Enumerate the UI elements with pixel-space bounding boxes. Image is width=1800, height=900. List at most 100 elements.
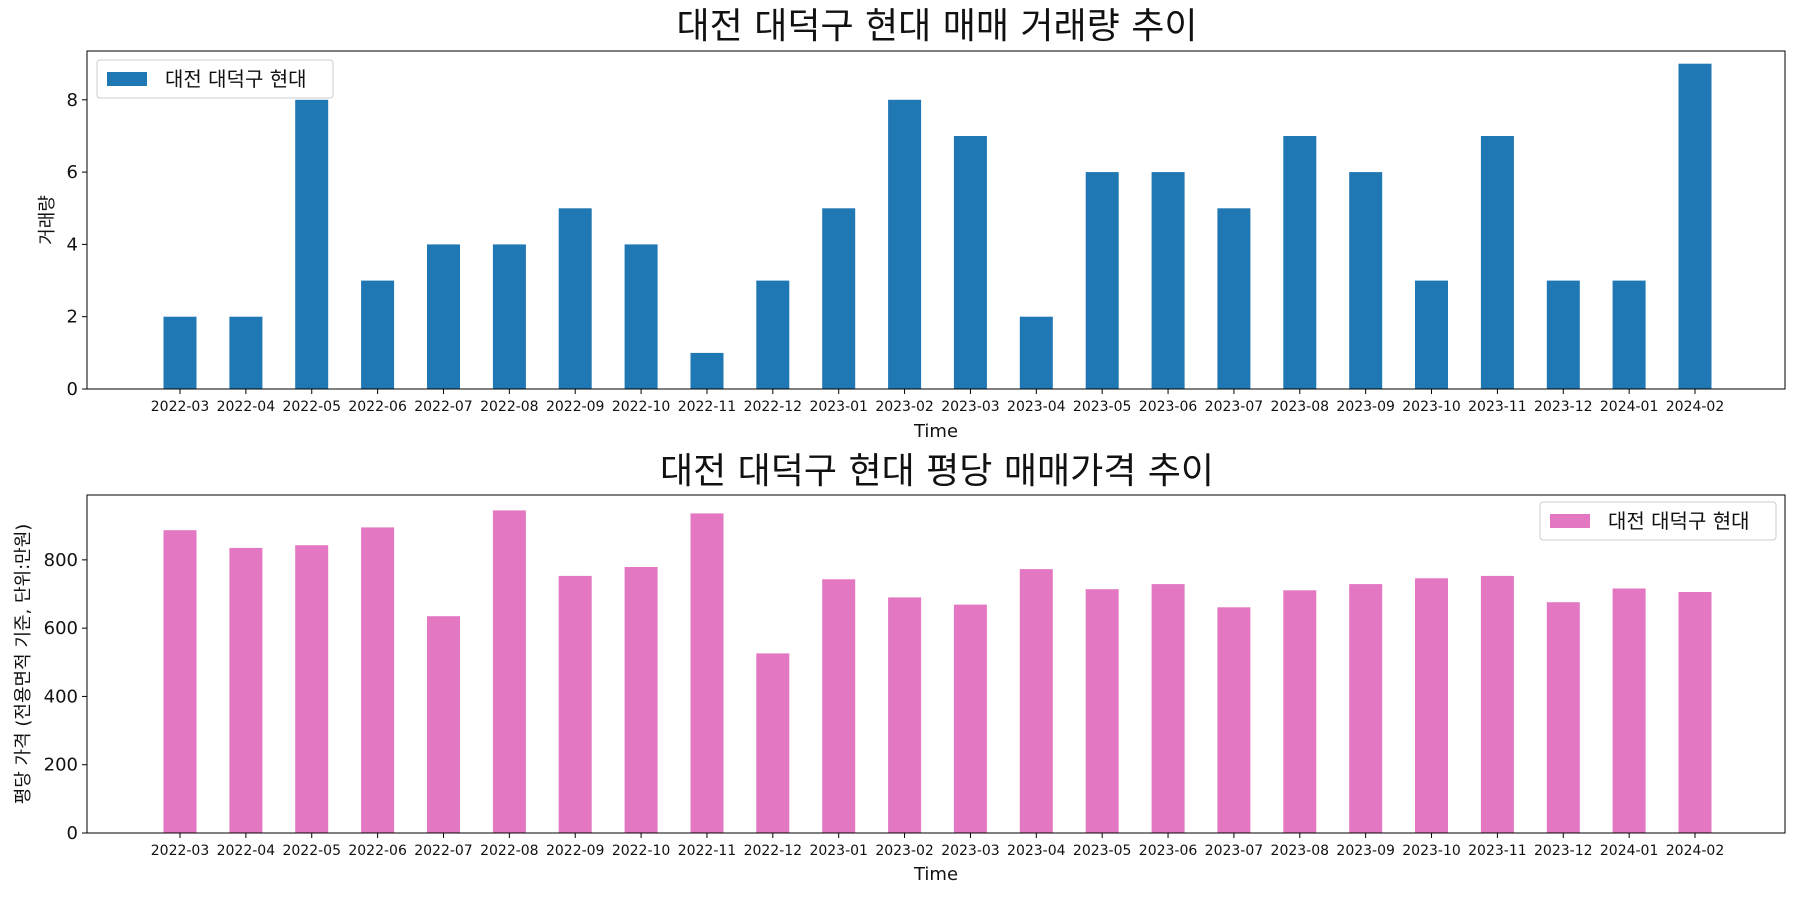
x-tick-label: 2022-05 xyxy=(282,843,341,859)
x-tick-label: 2023-02 xyxy=(875,399,934,415)
legend-swatch xyxy=(107,72,147,86)
x-tick-label: 2022-08 xyxy=(480,399,539,415)
x-tick-label: 2023-11 xyxy=(1468,399,1527,415)
x-tick-label: 2023-07 xyxy=(1205,843,1264,859)
chart-title: 대전 대덕구 현대 평당 매매가격 추이 xyxy=(660,451,1214,492)
bar-2022-10 xyxy=(624,567,658,833)
bar-2022-11 xyxy=(690,352,724,389)
x-tick-label: 2022-04 xyxy=(217,399,276,415)
bar-2022-12 xyxy=(756,280,790,389)
x-tick-label: 2023-04 xyxy=(1007,399,1066,415)
bar-2022-05 xyxy=(295,99,329,390)
bar-2023-06 xyxy=(1151,584,1185,833)
legend: 대전 대덕구 현대 xyxy=(96,59,334,99)
bar-2024-01 xyxy=(1612,280,1646,389)
x-tick-label: 2023-07 xyxy=(1205,399,1264,415)
bar-2023-08 xyxy=(1283,590,1317,833)
x-tick-label: 2023-01 xyxy=(809,399,868,415)
x-tick-label: 2023-12 xyxy=(1534,399,1593,415)
x-tick-label: 2023-06 xyxy=(1139,843,1198,859)
y-tick-label: 2 xyxy=(67,307,78,328)
bar-2022-03 xyxy=(163,316,197,389)
bar-2023-12 xyxy=(1546,602,1580,833)
y-tick-label: 200 xyxy=(44,755,78,776)
x-ticks: 2022-03 2022-04 2022-05 2022-06 2022-07 2022-… xyxy=(151,833,1725,859)
bar-2022-04 xyxy=(229,316,263,389)
bar-2023-11 xyxy=(1480,575,1514,833)
bar-2022-06 xyxy=(361,527,395,833)
x-axis-label: Time xyxy=(913,421,958,442)
y-axis-label: 거래량 xyxy=(37,195,58,245)
bar-2022-11 xyxy=(690,513,724,833)
bar-2022-07 xyxy=(427,244,460,389)
bar-2022-08 xyxy=(492,244,526,389)
bar-2022-09 xyxy=(558,208,592,389)
bars-group xyxy=(163,63,1712,390)
x-tick-label: 2024-01 xyxy=(1600,843,1659,859)
bar-2023-05 xyxy=(1085,589,1119,833)
x-ticks: 2022-03 2022-04 2022-05 2022-06 2022-07 2022-… xyxy=(151,389,1725,415)
bar-2023-02 xyxy=(888,99,922,390)
x-tick-label: 2024-02 xyxy=(1666,843,1725,859)
y-tick-label: 4 xyxy=(67,234,78,255)
bar-2023-03 xyxy=(953,604,987,833)
bar-2023-07 xyxy=(1217,208,1251,389)
x-tick-label: 2023-10 xyxy=(1402,399,1461,415)
x-tick-label: 2023-01 xyxy=(809,843,868,859)
bar-2024-02 xyxy=(1678,592,1712,833)
x-tick-label: 2022-04 xyxy=(217,843,276,859)
x-tick-label: 2022-08 xyxy=(480,843,539,859)
bar-2023-11 xyxy=(1480,136,1514,389)
x-tick-label: 2023-02 xyxy=(875,843,934,859)
y-axis-label: 평당 가격 (전용면적 기준, 단위:만원) xyxy=(13,524,34,805)
bar-2022-08 xyxy=(492,510,526,833)
y-ticks: 0 200 400 600 800 xyxy=(44,550,87,844)
x-tick-label: 2022-09 xyxy=(546,399,605,415)
x-tick-label: 2022-03 xyxy=(151,843,210,859)
x-axis-label: Time xyxy=(913,864,958,885)
bar-2023-10 xyxy=(1415,578,1448,833)
x-tick-label: 2023-09 xyxy=(1336,399,1395,415)
x-tick-label: 2023-10 xyxy=(1402,843,1461,859)
bar-2023-12 xyxy=(1546,280,1580,389)
y-tick-label: 8 xyxy=(67,90,78,111)
bar-2022-10 xyxy=(624,244,658,389)
x-tick-label: 2023-08 xyxy=(1271,399,1330,415)
x-tick-label: 2023-03 xyxy=(941,399,1000,415)
x-tick-label: 2022-06 xyxy=(348,843,407,859)
x-tick-label: 2022-12 xyxy=(744,843,803,859)
bars-group xyxy=(163,510,1712,833)
chart-title: 대전 대덕구 현대 매매 거래량 추이 xyxy=(677,6,1198,47)
x-tick-label: 2022-11 xyxy=(678,843,737,859)
legend: 대전 대덕구 현대 xyxy=(1539,501,1777,541)
x-tick-label: 2022-07 xyxy=(414,843,473,859)
legend-label: 대전 대덕구 현대 xyxy=(165,67,307,91)
x-tick-label: 2023-03 xyxy=(941,843,1000,859)
x-tick-label: 2024-02 xyxy=(1666,399,1725,415)
bar-2023-05 xyxy=(1085,172,1119,389)
chart-price: 대전 대덕구 현대 평당 매매가격 추이 0 200 400 600 800 2022-… xyxy=(13,451,1786,885)
y-tick-label: 400 xyxy=(44,686,78,707)
y-tick-label: 600 xyxy=(44,618,78,639)
bar-2022-03 xyxy=(163,530,197,833)
x-tick-label: 2022-10 xyxy=(612,399,671,415)
x-tick-label: 2024-01 xyxy=(1600,399,1659,415)
bar-2024-02 xyxy=(1678,63,1712,389)
x-tick-label: 2022-11 xyxy=(678,399,737,415)
plot-frame xyxy=(86,50,1786,390)
legend-swatch xyxy=(1550,514,1590,528)
bar-2023-03 xyxy=(953,136,987,389)
x-tick-label: 2023-05 xyxy=(1073,843,1132,859)
x-tick-label: 2022-06 xyxy=(348,399,407,415)
x-tick-label: 2022-07 xyxy=(414,399,473,415)
x-tick-label: 2023-05 xyxy=(1073,399,1132,415)
bar-2022-06 xyxy=(361,280,395,389)
bar-2023-04 xyxy=(1019,316,1053,389)
bar-2022-07 xyxy=(427,616,460,833)
bar-2022-05 xyxy=(295,545,329,833)
bar-2023-08 xyxy=(1283,136,1317,389)
bar-2023-10 xyxy=(1415,280,1448,389)
bar-2024-01 xyxy=(1612,588,1646,833)
x-tick-label: 2023-08 xyxy=(1271,843,1330,859)
